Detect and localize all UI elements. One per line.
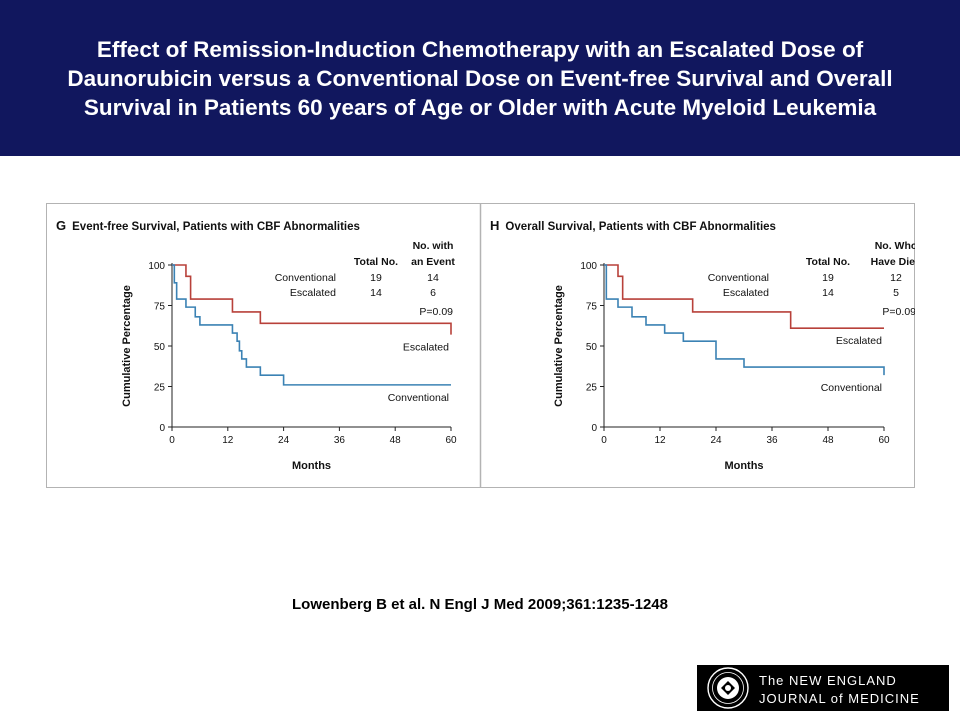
y-tick-label: 50 <box>154 342 166 353</box>
table-header-event-line2: an Event <box>411 256 455 268</box>
x-tick-label: 60 <box>445 435 457 446</box>
table-row-total: 19 <box>370 272 382 284</box>
x-tick-label: 60 <box>878 435 890 446</box>
logo-line-2: JOURNAL of MEDICINE <box>759 691 920 706</box>
nejm-seal-icon <box>707 667 749 709</box>
table-row-group: Escalated <box>723 287 769 299</box>
nejm-logo-graphic: The NEW ENGLAND JOURNAL of MEDICINE <box>707 667 920 709</box>
series-escalated-label: Escalated <box>403 342 449 354</box>
table-header-event-line2: Have Died <box>871 256 915 268</box>
table-row-group: Conventional <box>708 272 769 284</box>
title-banner: Effect of Remission-Induction Chemothera… <box>0 0 960 156</box>
table-row-group: Escalated <box>290 287 336 299</box>
y-tick-label: 25 <box>154 383 166 394</box>
panel-title-text: Overall Survival, Patients with CBF Abno… <box>505 221 776 233</box>
logo-line-1: The NEW ENGLAND <box>759 673 897 688</box>
x-tick-label: 48 <box>390 435 402 446</box>
table-row-events: 5 <box>893 287 899 299</box>
table-row-total: 19 <box>822 272 834 284</box>
panel-g: G Event-free Survival, Patients with CBF … <box>56 218 457 472</box>
y-tick-label: 75 <box>154 302 166 313</box>
y-tick-label: 75 <box>586 302 598 313</box>
x-tick-label: 12 <box>222 435 234 446</box>
series-escalated-line <box>604 264 884 329</box>
series-conventional-line <box>604 264 885 376</box>
table-row-total: 14 <box>370 287 382 299</box>
table-row-events: 12 <box>890 272 902 284</box>
y-tick-label: 0 <box>591 423 597 434</box>
series-conventional-label: Conventional <box>388 392 449 404</box>
table-header-total: Total No. <box>354 256 398 268</box>
series-escalated-label: Escalated <box>836 335 882 347</box>
table-header-event-line1: No. Who <box>875 240 915 252</box>
x-axis-label: Months <box>292 460 331 472</box>
y-tick-label: 0 <box>159 423 165 434</box>
series-conventional-label: Conventional <box>821 382 882 394</box>
series-escalated-line <box>172 264 452 335</box>
table-row-total: 14 <box>822 287 834 299</box>
p-value: P=0.09 <box>419 306 453 318</box>
panel-title: G Event-free Survival, Patients with CBF … <box>56 218 360 233</box>
table-row-events: 14 <box>427 272 439 284</box>
x-tick-label: 24 <box>710 435 722 446</box>
citation: Lowenberg B et al. N Engl J Med 2009;361… <box>292 596 668 613</box>
y-tick-label: 100 <box>580 261 597 272</box>
x-tick-label: 36 <box>334 435 346 446</box>
p-value: P=0.09 <box>882 306 915 318</box>
x-tick-label: 0 <box>169 435 175 446</box>
x-tick-label: 36 <box>766 435 778 446</box>
table-row-group: Conventional <box>275 272 336 284</box>
panel-letter: G <box>56 218 66 233</box>
panel-h: H Overall Survival, Patients with CBF Abn… <box>490 218 915 472</box>
y-tick-label: 25 <box>586 383 598 394</box>
nejm-logo: The NEW ENGLAND JOURNAL of MEDICINE <box>697 665 949 711</box>
y-axis-label: Cumulative Percentage <box>121 285 133 407</box>
y-axis-label: Cumulative Percentage <box>553 285 565 407</box>
table-header-total: Total No. <box>806 256 850 268</box>
x-axis-label: Months <box>724 460 763 472</box>
x-tick-label: 24 <box>278 435 290 446</box>
table-header-event-line1: No. with <box>413 240 454 252</box>
y-tick-label: 100 <box>148 261 165 272</box>
x-tick-label: 12 <box>654 435 666 446</box>
table-row-events: 6 <box>430 287 436 299</box>
panel-letter: H <box>490 218 499 233</box>
y-tick-label: 50 <box>586 342 598 353</box>
x-tick-label: 48 <box>822 435 834 446</box>
slide-title: Effect of Remission-Induction Chemothera… <box>67 36 893 120</box>
x-tick-label: 0 <box>601 435 607 446</box>
panel-title-text: Event-free Survival, Patients with CBF A… <box>72 221 360 233</box>
panel-title: H Overall Survival, Patients with CBF Abn… <box>490 218 776 233</box>
figure-panel: G Event-free Survival, Patients with CBF … <box>46 203 915 488</box>
series-conventional-line <box>172 264 451 386</box>
